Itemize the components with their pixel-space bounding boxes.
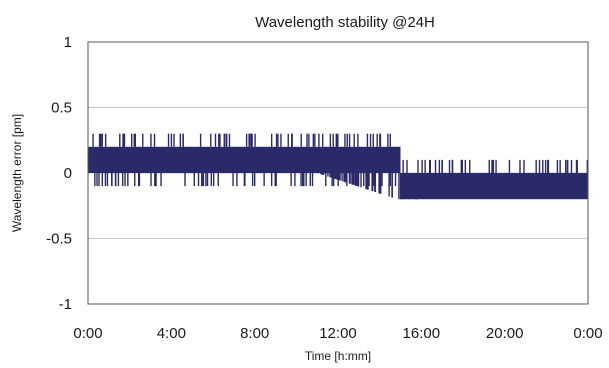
x-tick-label: 8:00 [240, 325, 269, 342]
x-tick-label: 20:00 [486, 325, 524, 342]
series-band [400, 173, 588, 200]
x-tick-label: 12:00 [319, 325, 357, 342]
y-tick-labels: 1 0.5 0 -0.5 -1 [46, 34, 72, 313]
x-tick-label: 0:00 [573, 325, 602, 342]
data-layer [88, 133, 589, 200]
x-tick-label: 4:00 [157, 325, 186, 342]
y-tick-label: 0 [64, 165, 72, 182]
y-tick-label: 0.5 [51, 100, 72, 117]
y-tick-label: -0.5 [46, 231, 72, 248]
y-tick-label: 1 [64, 34, 72, 51]
series-band [88, 146, 401, 173]
y-axis-label: Wavelength error [pm] [10, 114, 24, 232]
x-tick-labels: 0:00 4:00 8:00 12:00 16:00 20:00 0:00 [73, 325, 602, 342]
y-tick-label: -1 [59, 296, 72, 313]
x-axis-label: Time [h:mm] [305, 349, 371, 363]
x-tick-label: 16:00 [403, 325, 441, 342]
x-tick-label: 0:00 [73, 325, 102, 342]
plot-frame [87, 41, 589, 305]
chart-title: Wavelength stability @24H [255, 14, 435, 31]
